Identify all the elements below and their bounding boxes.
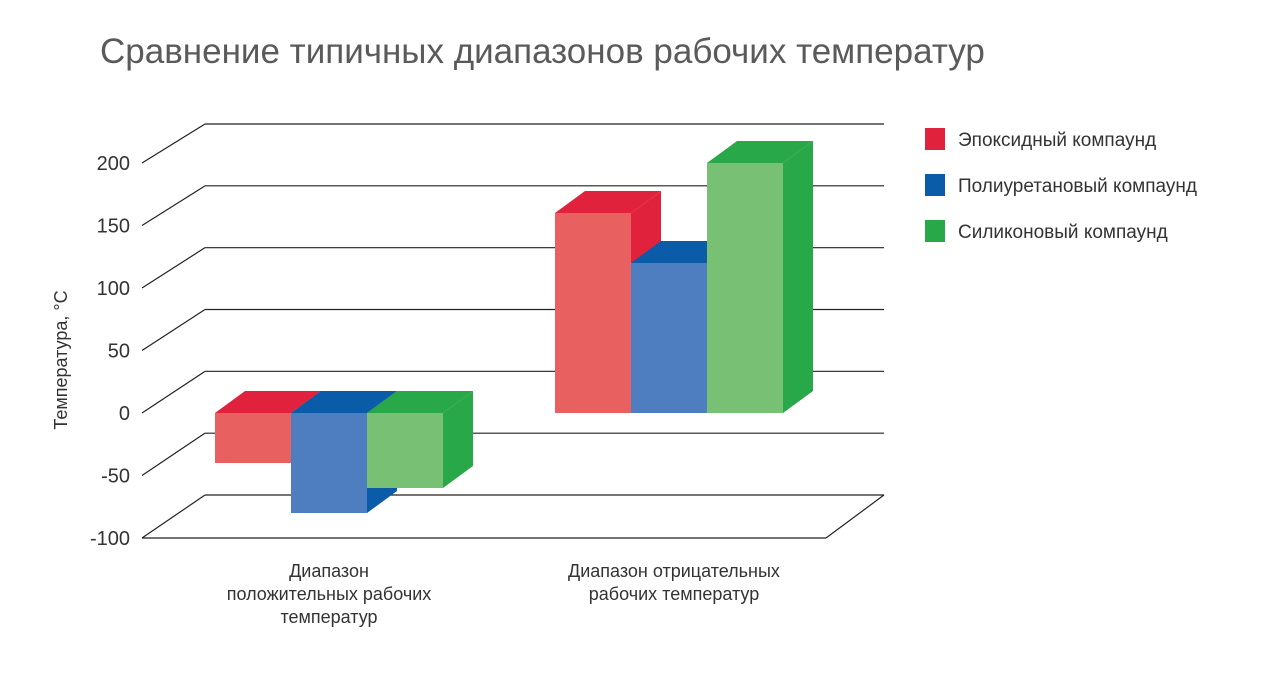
y-tick-label: 0 <box>119 403 130 425</box>
y-tick-label: -100 <box>90 528 130 550</box>
x-tick-label: температур <box>280 607 377 627</box>
gridline-side <box>141 308 206 352</box>
bar <box>291 413 367 513</box>
gridline-side <box>141 247 206 289</box>
y-axis-title: Температура, °C <box>51 290 71 429</box>
bar-top <box>555 191 661 213</box>
gridline-side <box>141 185 206 227</box>
bar-top <box>291 391 397 413</box>
bar <box>631 263 707 413</box>
x-tick-label: Диапазон отрицательных <box>568 561 780 581</box>
y-tick-label: -50 <box>101 466 130 488</box>
y-tick-label: 50 <box>108 341 130 363</box>
chart-title: Сравнение типичных диапазонов рабочих те… <box>100 32 985 71</box>
gridline-side <box>141 123 206 164</box>
bar <box>555 213 631 413</box>
legend-label: Эпоксидный компаунд <box>958 130 1156 151</box>
bar-side <box>783 141 813 413</box>
bar-top <box>707 141 813 163</box>
y-tick-label: 150 <box>97 216 130 238</box>
bar-top <box>367 391 473 413</box>
gridline-side <box>141 370 206 414</box>
bar <box>707 163 783 413</box>
x-tick-label: рабочих температур <box>589 584 759 604</box>
floor-edge-side <box>825 494 885 539</box>
bar-top <box>215 391 321 413</box>
bar-side <box>443 391 473 488</box>
x-tick-label: положительных рабочих <box>227 584 432 604</box>
legend-swatch <box>925 174 945 196</box>
y-tick-label: 100 <box>97 278 130 300</box>
gridline-side <box>141 494 206 539</box>
legend-swatch <box>925 220 945 242</box>
bar <box>215 413 291 463</box>
legend-label: Силиконовый компаунд <box>958 222 1168 243</box>
gridline-side <box>141 432 206 476</box>
legend-swatch <box>925 128 945 150</box>
bar <box>367 413 443 488</box>
x-tick-label: Диапазон <box>289 561 369 581</box>
legend-label: Полиуретановый компаунд <box>958 176 1197 197</box>
y-tick-label: 200 <box>97 153 130 175</box>
